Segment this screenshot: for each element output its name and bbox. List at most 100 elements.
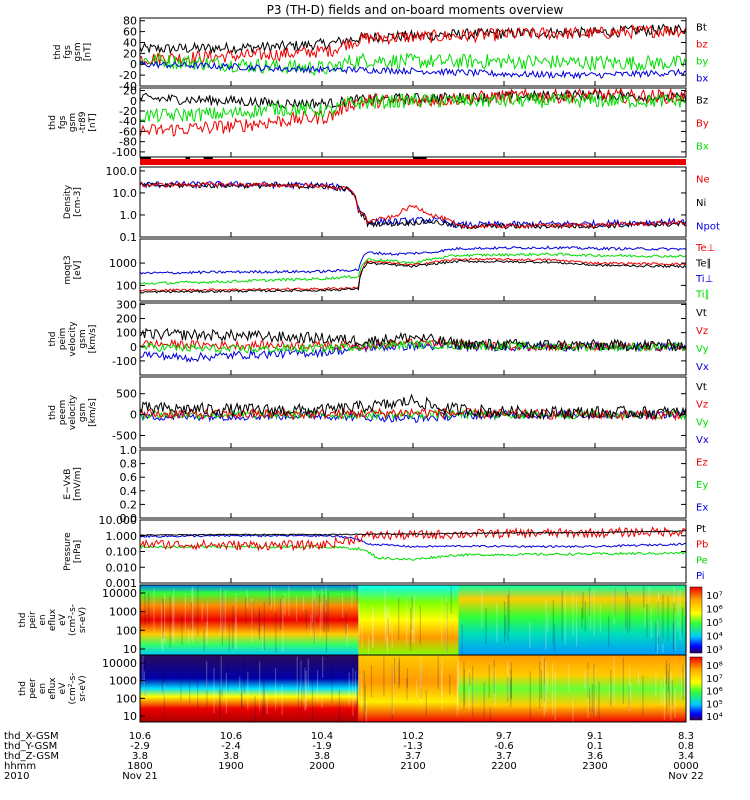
y-tick-label: 200 — [116, 313, 137, 326]
colorbar-tick-label: 10⁷ — [706, 674, 723, 685]
ephemeris-value: 9.7 — [496, 731, 512, 742]
ephemeris-value: 2100 — [400, 761, 425, 772]
spectrogram-stripe — [302, 596, 305, 611]
series-line-black — [140, 393, 686, 421]
spectrogram-stripe — [614, 587, 616, 618]
y-tick-label: 0.010 — [106, 561, 138, 574]
spectrogram-stripe — [358, 602, 360, 641]
spectrogram-stripe — [529, 671, 531, 719]
y-axis-label-line: sr-eV) — [78, 607, 88, 633]
spectrogram-stripe — [630, 683, 632, 700]
ephemeris-value: 3.4 — [678, 751, 694, 762]
y-axis-label-line: gsm — [73, 42, 83, 61]
y-axis-label-line: thd — [48, 332, 58, 347]
series-line-green — [140, 252, 686, 285]
colorbar-tick-label: 10⁵ — [706, 618, 723, 629]
colorbar-tick-label: 10⁶ — [706, 687, 723, 698]
y-tick-label: 0 — [130, 95, 137, 108]
spectrogram-stripe — [529, 622, 531, 649]
ephemeris-value: 2200 — [491, 761, 516, 772]
mode-flag-tick — [203, 157, 213, 159]
spectrogram-stripe — [656, 621, 659, 655]
y-tick-label: 60 — [123, 26, 137, 39]
ephemeris-value: 3.8 — [132, 751, 148, 762]
spectrogram-stripe — [463, 668, 465, 706]
ephemeris-value: -1.9 — [312, 741, 332, 752]
spectrogram-stripe — [360, 673, 363, 707]
spectrogram-stripe — [655, 622, 657, 653]
spectrogram-stripe — [445, 619, 448, 654]
spectrogram-stripe — [589, 590, 592, 630]
y-tick-label: -40 — [119, 115, 137, 128]
series-line-blue — [140, 180, 686, 230]
y-tick-label: 10000 — [102, 587, 137, 600]
y-axis-label-line: thd — [48, 405, 58, 420]
y-axis-label: Pressure [nPa] — [63, 532, 83, 571]
y-tick-label: 0 — [130, 58, 137, 71]
spectrogram-stripe — [626, 591, 629, 634]
y-axis-label-line: thd — [48, 115, 58, 130]
y-axis-label-line: velocity — [68, 394, 78, 430]
spectrogram-stripe — [644, 609, 646, 627]
spectrogram-stripe — [386, 610, 388, 648]
spectrogram-stripe — [625, 586, 627, 629]
series-line-black — [140, 259, 686, 294]
spectrogram-stripe — [206, 601, 209, 637]
spectrogram-stripe — [305, 609, 307, 629]
spectrogram-stripe — [539, 661, 541, 709]
spectrogram-stripe — [554, 671, 556, 721]
spectrogram-stripe — [441, 598, 443, 647]
ephemeris-row-label: thd_Z-GSM — [4, 751, 59, 762]
spectrogram-stripe — [461, 624, 463, 655]
spectrogram-stripe — [450, 585, 452, 615]
y-tick-label: 1000 — [109, 257, 137, 270]
panel-frame — [139, 449, 687, 519]
spectrogram-stripe — [572, 592, 574, 638]
spectrogram-stripe — [321, 588, 323, 626]
spectrogram-stripe — [420, 655, 422, 705]
spectrogram-0: 10000 1000 100 10 thd peir en eflux eV (cm²-s-sr-… — [18, 584, 723, 656]
spectrogram-stripe — [252, 601, 254, 630]
spectrogram-stripe — [662, 594, 664, 644]
spectrogram-stripe — [173, 588, 175, 643]
spectrogram-stripe — [327, 656, 329, 671]
spectrogram-stripe — [609, 683, 611, 699]
legend-entry: Bt — [696, 23, 707, 34]
legend-entry: by — [696, 57, 708, 68]
spectrogram-stripe — [296, 665, 298, 683]
spectrogram-stripe — [316, 670, 319, 703]
legend-entry: Npot — [696, 221, 720, 232]
y-tick-label: 1000 — [109, 675, 137, 688]
spectrogram-stripe — [642, 675, 644, 716]
spectrogram-stripe — [552, 600, 554, 645]
spectrogram-stripe — [411, 596, 413, 630]
y-tick-label: 0.6 — [120, 471, 138, 484]
spectrogram-stripe — [457, 662, 460, 690]
spectrogram-stripe — [296, 656, 298, 697]
spectrogram-stripe — [420, 666, 422, 699]
spectrogram-stripe — [646, 604, 648, 638]
spectrogram-stripe — [270, 586, 272, 610]
spectrogram-stripe — [364, 684, 366, 711]
ephemeris-value: 10.6 — [129, 731, 151, 742]
spectrogram-stripe — [325, 599, 328, 653]
spectrogram-stripe — [356, 691, 358, 708]
spectrogram-stripe — [153, 588, 155, 631]
y-tick-label: 100 — [116, 279, 137, 292]
y-tick-label: 10.000 — [99, 514, 138, 527]
spectrogram-stripe — [189, 679, 191, 704]
spectrogram-stripe — [582, 591, 584, 619]
ephemeris-value: 2300 — [582, 761, 607, 772]
y-tick-label: 0.8 — [120, 458, 138, 471]
ephemeris-value: 3.8 — [223, 751, 239, 762]
spectrogram-stripe — [503, 601, 506, 643]
series-line-red — [140, 526, 686, 552]
legend-entry: Ne — [696, 175, 710, 186]
y-axis-label: thd peem velocity gsm [km/s] — [48, 394, 98, 430]
spectrogram-stripe — [143, 671, 145, 699]
legend-entry: Ex — [696, 503, 708, 514]
spectrogram-stripe — [161, 663, 164, 693]
y-tick-label: 0 — [130, 409, 137, 422]
spectrogram-stripe — [263, 664, 266, 714]
spectrogram-stripe — [406, 600, 408, 646]
